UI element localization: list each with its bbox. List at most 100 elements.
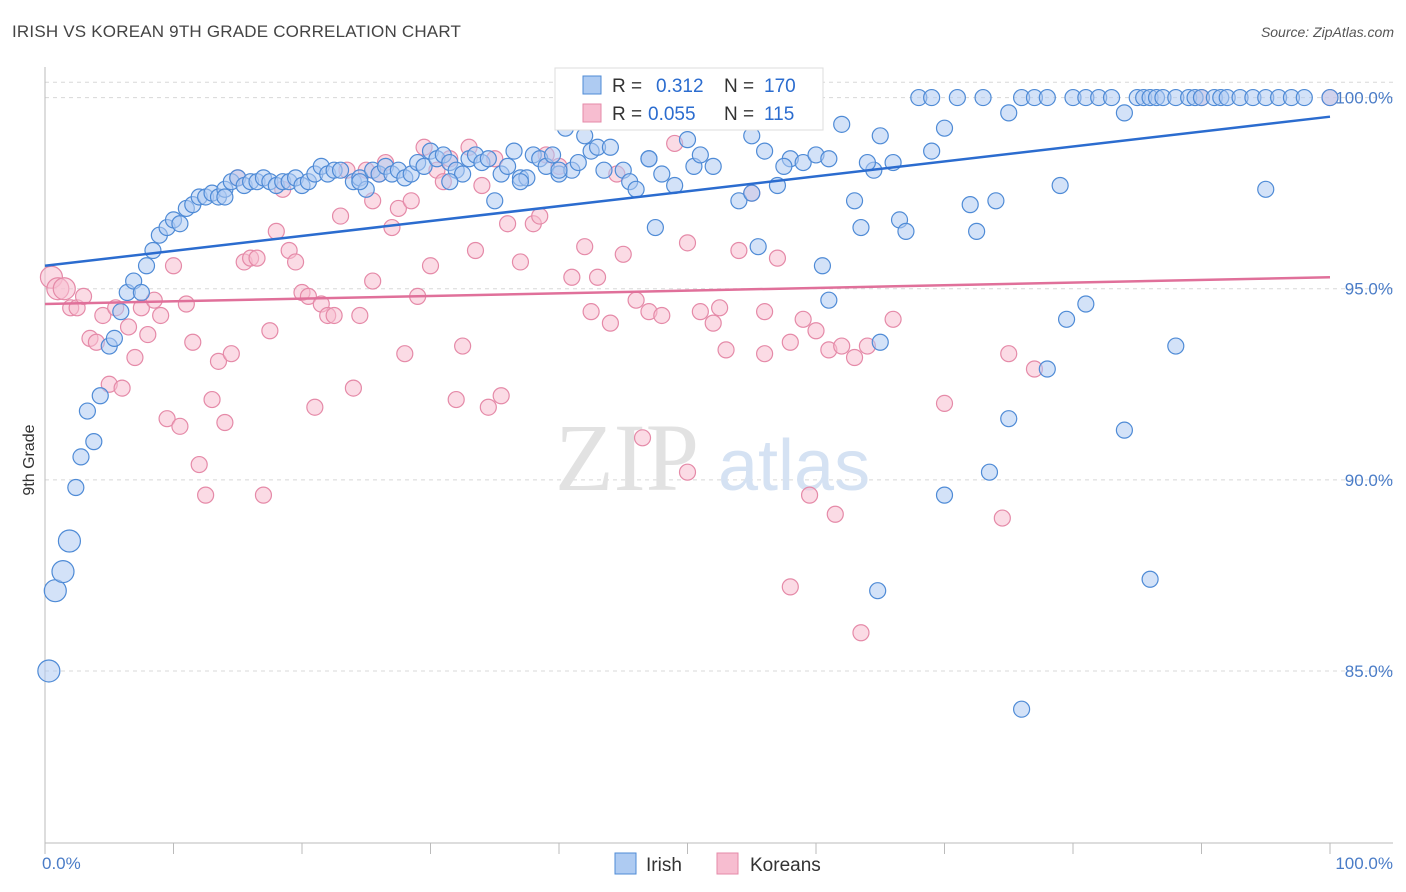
korean-point [845,348,864,367]
irish-point [91,387,109,405]
korean-point [177,295,195,313]
korean-point [164,257,183,275]
irish-point [415,157,433,175]
korean-trendline [44,275,1331,306]
bottom-legend-irish-label: Irish [646,855,682,876]
korean-point [389,199,407,218]
irish-point [749,238,767,256]
irish-point [1051,176,1069,195]
korean-point [826,505,844,523]
irish-point [897,222,915,240]
korean-point [884,310,902,328]
irish-point [441,173,459,191]
irish-point [869,582,887,600]
source-label: Source: ZipAtlas.com [1260,24,1394,40]
irish-point [1141,570,1159,588]
irish-point [1000,410,1018,428]
korean-point [781,578,799,596]
irish-point [980,463,999,481]
irish-point [1321,88,1339,107]
bottom-legend: Irish Koreans [614,852,821,876]
korean-point [479,398,497,416]
watermark-atlas: atlas [718,426,870,506]
irish-point [1000,104,1018,122]
korean-point [454,337,472,355]
y-tick-label: 95.0% [1345,280,1393,299]
korean-point [52,277,76,301]
watermark-zip: ZIP [555,404,699,511]
korean-point [755,345,774,363]
korean-point [794,310,812,328]
irish-point [78,402,97,420]
korean-point [730,241,748,260]
legend-irish-n-value: 170 [764,76,796,97]
irish-point [820,291,838,309]
bottom-legend-korean-swatch [716,852,739,875]
irish-point [132,283,150,302]
korean-point [306,398,324,416]
korean-point [158,410,176,428]
korean-point [396,345,414,363]
korean-point [576,238,594,256]
irish-point [72,448,90,466]
korean-point [499,215,517,233]
irish-point [968,222,986,240]
korean-point [473,176,491,195]
y-axis-title: 9th Grade [21,424,38,495]
irish-point [948,88,966,107]
korean-point [94,306,112,325]
legend-korean-swatch [582,103,602,123]
korean-point [800,486,819,504]
irish-point [820,150,838,168]
irish-point [775,157,793,175]
korean-point [768,249,787,267]
korean-point [126,348,144,367]
y-tick-label: 85.0% [1345,662,1393,681]
irish-point [627,180,645,198]
irish-point [499,157,517,175]
korean-point [935,394,954,412]
korean-point [704,314,722,332]
irish-point [1115,104,1134,122]
korean-point [145,291,163,309]
irish-point [923,142,941,160]
irish-point [479,150,497,168]
legend-korean-n-label: N = [724,104,754,125]
irish-point [1057,310,1076,328]
gridlines: 85.0% 90.0% 95.0% 100.0% [45,81,1393,681]
irish-point [105,329,123,348]
irish-point [1102,88,1121,107]
korean-point [364,272,382,290]
irish-point [923,88,941,107]
irish-point [67,478,85,497]
korean-point [511,253,530,271]
korean-point [261,322,279,340]
irish-point [1167,337,1185,355]
irish-point [974,88,992,107]
irish-point [505,142,523,160]
korean-point [222,345,240,363]
irish-point [730,192,748,210]
korean-point [171,417,189,435]
irish-point [678,131,697,149]
x-tick-label-min: 0.0% [42,854,81,873]
y-tick-label: 100.0% [1335,89,1393,108]
irish-point [852,218,870,237]
irish-point [511,173,530,191]
korean-point [531,207,549,225]
korean-point [119,318,138,336]
korean-point [299,287,318,305]
korean-point [383,218,401,237]
irish-point [1038,360,1056,378]
korean-point [402,192,420,210]
legend-irish-r-label: R = [612,76,642,97]
irish-trendline [44,115,1331,268]
korean-point [286,253,305,271]
irish-point [351,173,369,191]
x-tick-label-max: 100.0% [1335,854,1393,873]
korean-point [139,325,157,344]
irish-point [935,486,954,504]
korean-point [614,245,632,263]
irish-point [813,257,832,275]
